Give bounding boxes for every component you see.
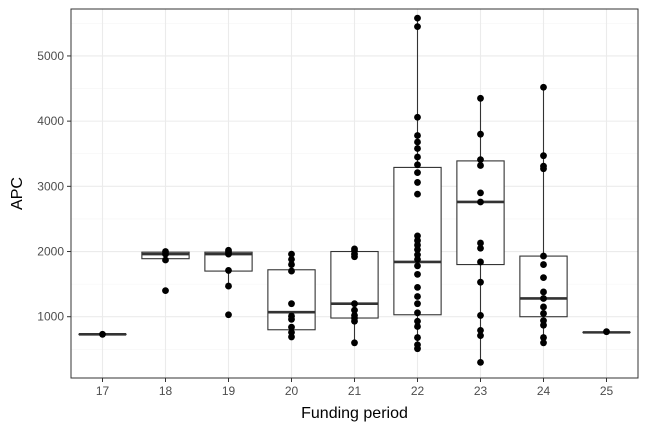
data-point (414, 161, 421, 169)
data-point (414, 23, 421, 31)
data-point (162, 248, 169, 255)
data-point (414, 334, 421, 341)
y-tick-label: 5000 (37, 49, 64, 63)
x-tick-label: 19 (222, 384, 236, 398)
x-tick-label: 24 (537, 384, 551, 398)
data-point (414, 145, 421, 152)
data-point (351, 339, 358, 347)
x-axis-title: Funding period (301, 405, 408, 422)
data-point (603, 328, 610, 336)
data-point (288, 261, 295, 268)
y-axis-title: APC (9, 177, 26, 210)
data-point (288, 328, 295, 336)
y-tick-label: 3000 (37, 179, 64, 193)
data-point (288, 300, 295, 308)
points-layer (99, 14, 610, 366)
y-tick-label: 2000 (37, 245, 64, 259)
data-point (477, 327, 484, 334)
data-point (477, 278, 484, 286)
y-tick-label: 4000 (37, 114, 64, 128)
data-point (414, 317, 421, 325)
data-point (162, 256, 169, 264)
data-point (477, 239, 484, 247)
data-point (540, 274, 547, 282)
data-point (540, 334, 547, 341)
x-tick-label: 21 (348, 384, 362, 398)
data-point (477, 130, 484, 138)
data-point (540, 261, 547, 268)
data-point (414, 270, 421, 278)
data-point (414, 190, 421, 198)
data-point (477, 358, 484, 366)
data-point (477, 244, 484, 252)
y-tick-label: 1000 (37, 310, 64, 324)
data-point (414, 14, 421, 22)
x-tick-label: 23 (474, 384, 488, 398)
data-point (414, 283, 421, 291)
data-point (540, 317, 547, 325)
data-point (414, 309, 421, 317)
data-point (414, 341, 421, 349)
data-point (414, 132, 421, 139)
data-point (351, 312, 358, 319)
data-point (414, 169, 421, 177)
data-point (225, 246, 232, 254)
x-tick-label: 18 (159, 384, 173, 398)
data-point (540, 288, 547, 296)
data-point (414, 323, 421, 330)
data-point (225, 267, 232, 274)
data-point (540, 303, 547, 311)
data-point (477, 198, 484, 206)
data-point (414, 251, 421, 259)
data-point (351, 300, 358, 308)
data-point (414, 232, 421, 240)
data-point (288, 267, 295, 275)
data-point (477, 162, 484, 169)
data-point (477, 312, 484, 319)
data-point (477, 94, 484, 102)
data-point (99, 330, 106, 338)
data-point (540, 310, 547, 317)
data-point (288, 323, 295, 331)
data-point (162, 287, 169, 295)
data-point (477, 258, 484, 266)
data-point (540, 162, 547, 170)
data-point (288, 312, 295, 320)
data-point (414, 179, 421, 186)
data-point (540, 83, 547, 91)
data-point (540, 295, 547, 302)
data-point (477, 189, 484, 197)
data-point (414, 138, 421, 146)
data-point (414, 300, 421, 308)
data-point (477, 332, 484, 340)
data-point (477, 156, 484, 163)
data-point (351, 306, 358, 314)
boxes-layer (78, 18, 631, 363)
data-point (288, 250, 295, 258)
x-tick-label: 17 (96, 384, 110, 398)
data-point (288, 255, 295, 263)
x-axis: 17 18 19 20 21 22 23 24 25 (96, 378, 614, 398)
data-point (540, 339, 547, 347)
data-point (225, 282, 232, 290)
data-point (351, 245, 358, 253)
data-point (540, 252, 547, 260)
x-tick-label: 22 (411, 384, 425, 398)
x-tick-label: 20 (285, 384, 299, 398)
data-point (540, 152, 547, 160)
data-point (414, 153, 421, 161)
x-tick-label: 25 (600, 384, 614, 398)
data-point (414, 293, 421, 300)
data-point (414, 262, 421, 270)
data-point (225, 311, 232, 319)
y-axis: 1000 2000 3000 4000 5000 (37, 49, 71, 324)
data-point (414, 113, 421, 121)
